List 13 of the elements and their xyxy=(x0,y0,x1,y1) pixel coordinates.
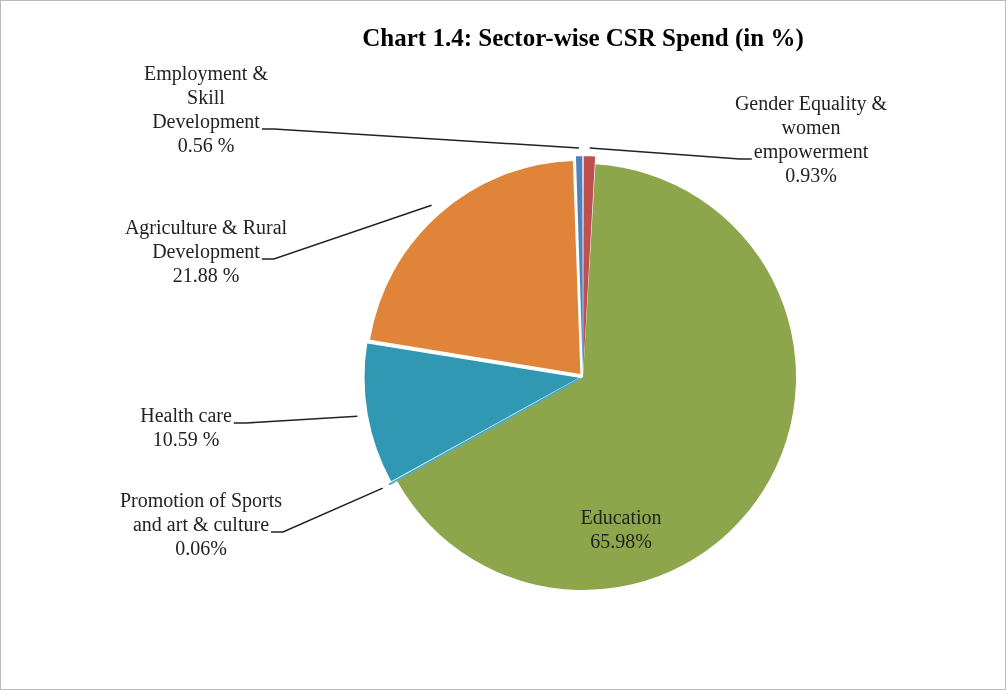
data-label: 10.59 % xyxy=(152,428,220,451)
slice-label: Agriculture & Rural Development xyxy=(124,216,288,264)
slice-label: Education xyxy=(580,506,662,529)
data-label: 21.88 % xyxy=(172,264,240,287)
slice-label: Employment & Skill Development xyxy=(144,62,269,134)
chart-title: Chart 1.4: Sector-wise CSR Spend (in %) xyxy=(362,24,804,53)
data-label: 0.93% xyxy=(785,164,837,187)
data-label: 65.98% xyxy=(590,530,652,553)
data-label: 0.06% xyxy=(175,537,227,560)
slice-label: Promotion of Sports and art & culture xyxy=(119,489,283,536)
slice-label: Gender Equality & women empowerment xyxy=(734,92,888,164)
data-label: 0.56 % xyxy=(177,134,235,157)
slice-label: Health care xyxy=(140,404,232,427)
